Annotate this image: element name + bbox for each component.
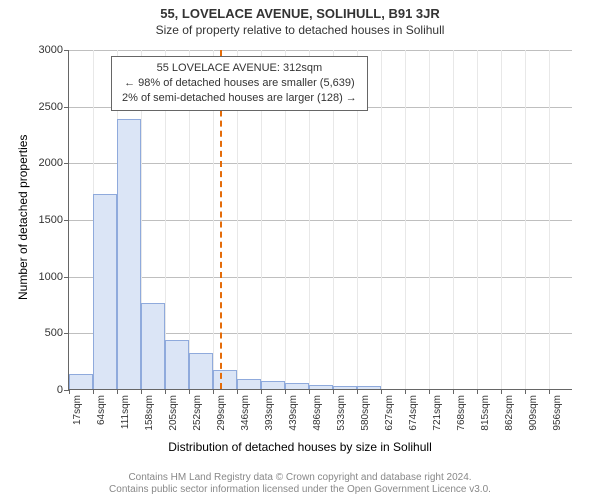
x-tick-label: 439sqm [288, 395, 299, 431]
x-tick-label: 768sqm [456, 395, 467, 431]
histogram-bar [189, 353, 213, 389]
annotation-line: 55 LOVELACE AVENUE: 312sqm [122, 61, 357, 76]
address-title: 55, LOVELACE AVENUE, SOLIHULL, B91 3JR [0, 0, 600, 21]
y-axis-label: Number of detached properties [16, 135, 30, 300]
x-tick-mark [453, 389, 454, 394]
x-tick-mark [165, 389, 166, 394]
x-tick-label: 393sqm [264, 395, 275, 431]
x-tick-mark [213, 389, 214, 394]
x-tick-mark [549, 389, 550, 394]
grid-line-v [549, 50, 550, 389]
grid-line-v [453, 50, 454, 389]
grid-line-h [69, 277, 572, 278]
x-tick-mark [309, 389, 310, 394]
y-tick-mark [64, 277, 69, 278]
grid-line-v [429, 50, 430, 389]
y-tick-label: 500 [45, 327, 63, 339]
histogram-bar [285, 383, 309, 389]
copyright-line-1: Contains HM Land Registry data © Crown c… [0, 472, 600, 484]
histogram-bar [69, 374, 93, 389]
y-tick-label: 0 [57, 384, 63, 396]
x-tick-mark [69, 389, 70, 394]
copyright-line-2: Contains public sector information licen… [0, 484, 600, 496]
x-tick-label: 533sqm [336, 395, 347, 431]
plot-area: 05001000150020002500300017sqm64sqm111sqm… [68, 50, 572, 390]
x-axis-label: Distribution of detached houses by size … [0, 440, 600, 454]
chart-subtitle: Size of property relative to detached ho… [0, 21, 600, 39]
y-tick-mark [64, 220, 69, 221]
x-tick-mark [525, 389, 526, 394]
x-tick-label: 909sqm [528, 395, 539, 431]
x-tick-label: 64sqm [96, 395, 107, 425]
histogram-bar [141, 303, 165, 389]
x-tick-mark [189, 389, 190, 394]
x-tick-label: 299sqm [216, 395, 227, 431]
annotation-box: 55 LOVELACE AVENUE: 312sqm← 98% of detac… [111, 56, 368, 111]
histogram-bar [93, 194, 117, 389]
x-tick-label: 627sqm [384, 395, 395, 431]
y-tick-mark [64, 163, 69, 164]
x-tick-mark [141, 389, 142, 394]
grid-line-h [69, 220, 572, 221]
x-tick-label: 674sqm [408, 395, 419, 431]
grid-line-h [69, 50, 572, 51]
histogram-bar [357, 386, 381, 389]
grid-line-h [69, 163, 572, 164]
x-tick-mark [501, 389, 502, 394]
x-tick-mark [429, 389, 430, 394]
x-tick-mark [381, 389, 382, 394]
y-tick-label: 2500 [39, 101, 63, 113]
y-tick-mark [64, 333, 69, 334]
x-tick-label: 17sqm [72, 395, 83, 425]
grid-line-v [405, 50, 406, 389]
x-tick-mark [261, 389, 262, 394]
histogram-bar [237, 379, 261, 389]
histogram-bar [309, 385, 333, 389]
x-tick-label: 862sqm [504, 395, 515, 431]
grid-line-v [525, 50, 526, 389]
chart-container: 55, LOVELACE AVENUE, SOLIHULL, B91 3JR S… [0, 0, 600, 500]
annotation-line: 2% of semi-detached houses are larger (1… [122, 91, 357, 106]
x-tick-label: 721sqm [432, 395, 443, 431]
histogram-bar [213, 370, 237, 389]
annotation-line: ← 98% of detached houses are smaller (5,… [122, 76, 357, 91]
x-tick-label: 956sqm [552, 395, 563, 431]
y-tick-label: 3000 [39, 44, 63, 56]
x-tick-label: 111sqm [120, 395, 131, 429]
histogram-bar [165, 340, 189, 389]
x-tick-label: 815sqm [480, 395, 491, 431]
x-tick-label: 158sqm [144, 395, 155, 431]
x-tick-mark [93, 389, 94, 394]
grid-line-v [477, 50, 478, 389]
y-tick-label: 1000 [39, 271, 63, 283]
x-tick-label: 346sqm [240, 395, 251, 431]
x-tick-mark [405, 389, 406, 394]
x-tick-mark [285, 389, 286, 394]
histogram-bar [117, 119, 141, 389]
x-tick-mark [117, 389, 118, 394]
y-tick-mark [64, 107, 69, 108]
y-tick-mark [64, 50, 69, 51]
plot: 05001000150020002500300017sqm64sqm111sqm… [68, 50, 572, 390]
grid-line-v [501, 50, 502, 389]
copyright: Contains HM Land Registry data © Crown c… [0, 472, 600, 496]
x-tick-mark [357, 389, 358, 394]
y-tick-label: 2000 [39, 157, 63, 169]
x-tick-label: 486sqm [312, 395, 323, 431]
x-tick-mark [333, 389, 334, 394]
x-tick-mark [477, 389, 478, 394]
x-tick-label: 205sqm [168, 395, 179, 431]
histogram-bar [261, 381, 285, 389]
grid-line-v [381, 50, 382, 389]
y-tick-label: 1500 [39, 214, 63, 226]
x-tick-mark [237, 389, 238, 394]
histogram-bar [333, 386, 357, 389]
x-tick-label: 580sqm [360, 395, 371, 431]
x-tick-label: 252sqm [192, 395, 203, 431]
